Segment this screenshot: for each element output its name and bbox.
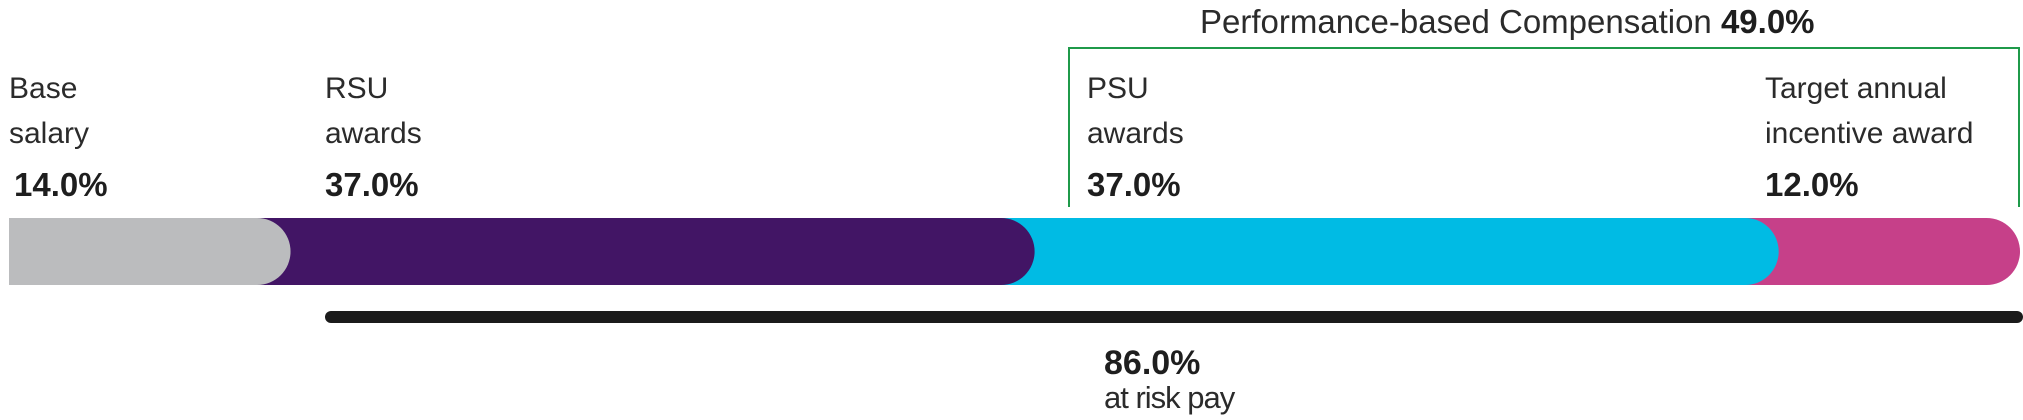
performance-based-title: Performance-based Compensation 49.0%	[1200, 2, 1815, 42]
psu-awards-label-line1: PSU	[1087, 72, 1149, 105]
performance-based-bracket	[1068, 47, 2020, 207]
base-salary-label: Base salary	[9, 66, 89, 156]
target-annual-incentive-value: 12.0%	[1765, 166, 1859, 203]
rsu-awards-value: 37.0%	[325, 166, 419, 203]
base-salary-label-line1: Base	[9, 72, 78, 105]
base-salary-segment	[9, 218, 291, 285]
target-annual-incentive-label-line1: Target annual	[1765, 72, 1947, 105]
rsu-awards-segment	[257, 218, 1035, 285]
target-annual-incentive-label: Target annual incentive award	[1765, 66, 1973, 156]
at-risk-pay-label: at risk pay	[1104, 380, 1235, 415]
psu-awards-segment	[1001, 218, 1779, 285]
performance-based-value: 49.0%	[1720, 3, 1815, 40]
target-annual-incentive-segment	[1745, 218, 2020, 285]
psu-awards-label: PSU awards	[1087, 66, 1184, 156]
psu-awards-label-line2: awards	[1087, 117, 1184, 150]
psu-awards-value: 37.0%	[1087, 166, 1181, 203]
rsu-awards-label: RSU awards	[325, 66, 422, 156]
rsu-awards-label-line2: awards	[325, 117, 422, 150]
at-risk-pay-line	[325, 311, 2023, 323]
rsu-awards-label-line1: RSU	[325, 72, 389, 105]
at-risk-pay-value: 86.0%	[1104, 344, 1201, 382]
base-salary-value: 14.0%	[14, 166, 108, 203]
performance-based-label: Performance-based Compensation	[1200, 3, 1712, 40]
target-annual-incentive-label-line2: incentive award	[1765, 117, 1974, 150]
base-salary-label-line2: salary	[9, 117, 90, 150]
